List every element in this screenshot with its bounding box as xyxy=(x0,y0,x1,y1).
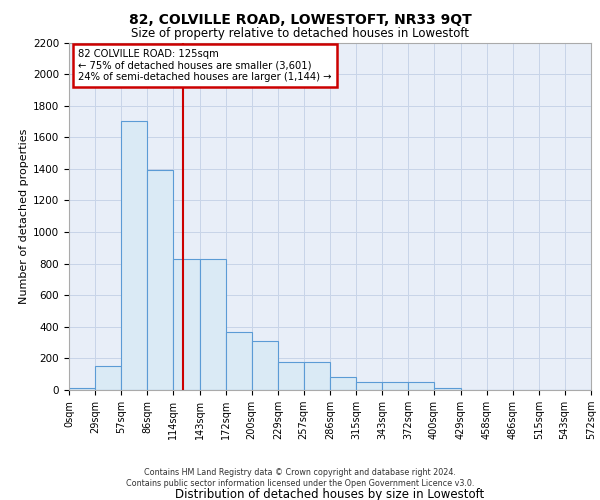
Bar xyxy=(69,388,95,390)
Bar xyxy=(121,122,148,390)
Bar xyxy=(382,382,409,390)
Text: Size of property relative to detached houses in Lowestoft: Size of property relative to detached ho… xyxy=(131,28,469,40)
X-axis label: Distribution of detached houses by size in Lowestoft: Distribution of detached houses by size … xyxy=(175,488,485,500)
Text: 82, COLVILLE ROAD, LOWESTOFT, NR33 9QT: 82, COLVILLE ROAD, LOWESTOFT, NR33 9QT xyxy=(128,12,472,26)
Bar xyxy=(409,382,434,390)
Bar xyxy=(95,366,121,390)
Text: Contains HM Land Registry data © Crown copyright and database right 2024.
Contai: Contains HM Land Registry data © Crown c… xyxy=(126,468,474,487)
Bar xyxy=(434,388,461,390)
Y-axis label: Number of detached properties: Number of detached properties xyxy=(19,128,29,304)
Bar xyxy=(199,259,226,390)
Text: 82 COLVILLE ROAD: 125sqm
← 75% of detached houses are smaller (3,601)
24% of sem: 82 COLVILLE ROAD: 125sqm ← 75% of detach… xyxy=(78,49,332,82)
Bar xyxy=(173,259,199,390)
Bar xyxy=(278,362,304,390)
Bar xyxy=(356,382,382,390)
Bar xyxy=(330,378,356,390)
Bar xyxy=(148,170,173,390)
Bar xyxy=(251,341,278,390)
Bar xyxy=(304,362,330,390)
Bar xyxy=(226,332,251,390)
